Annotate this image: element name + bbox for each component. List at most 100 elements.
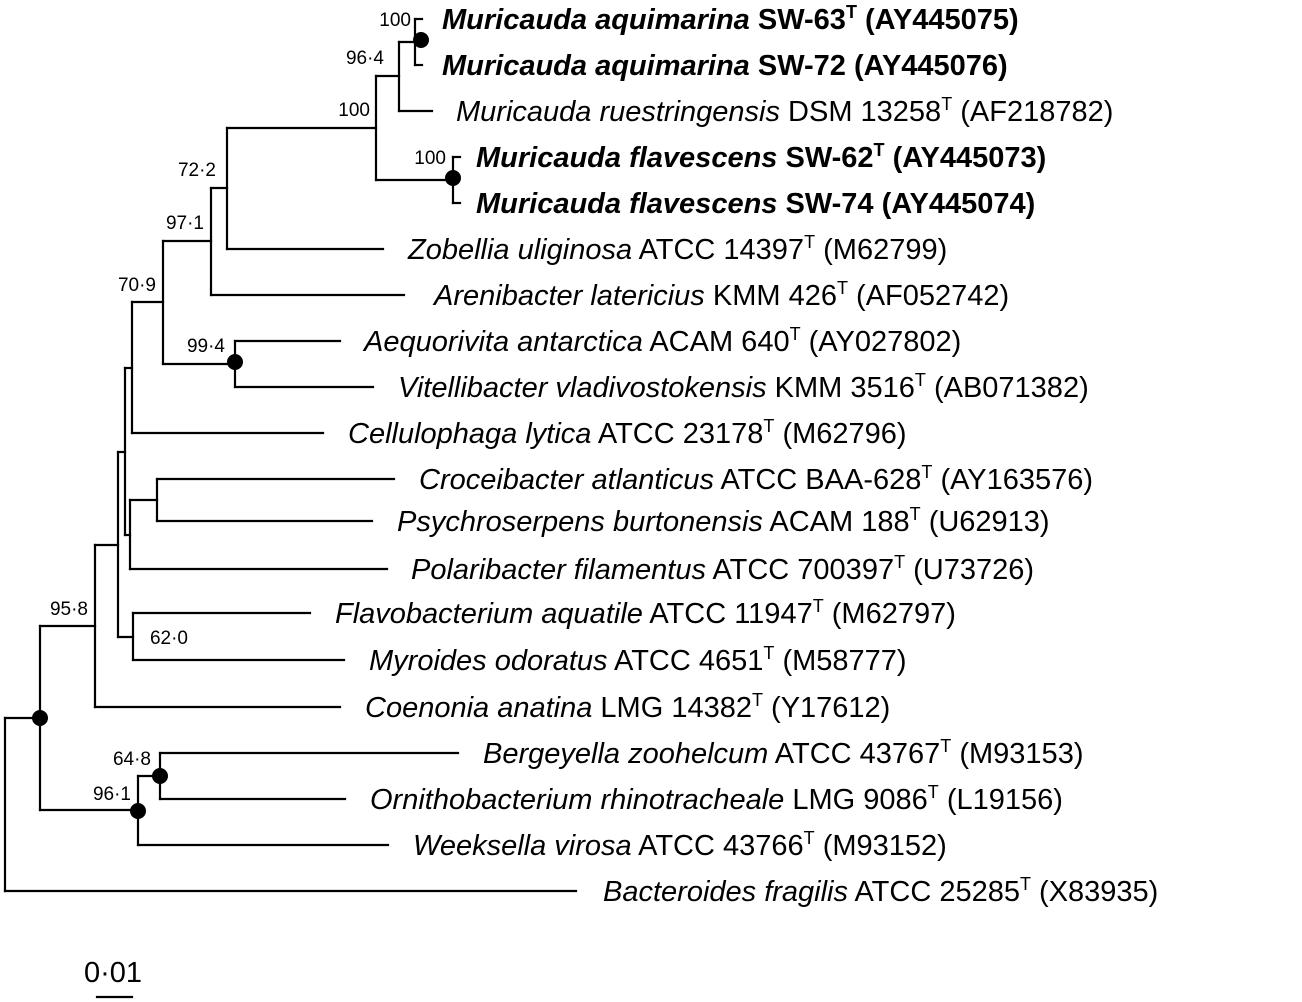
type-strain-mark: T <box>804 828 815 848</box>
strain-id: ATCC 14397 <box>639 234 805 266</box>
accession-number: (AY445074) <box>882 188 1036 220</box>
species-name: Muricauda aquimarina <box>442 4 750 36</box>
species-name: Weeksella virosa <box>413 830 632 862</box>
leaf-label: Aequorivita antarctica ACAM 640T (AY0278… <box>362 324 961 358</box>
strain-id: LMG 9086 <box>792 784 927 816</box>
strain-id: SW-63 <box>758 4 846 36</box>
leaf-label: Muricauda flavescens SW-74 (AY445074) <box>476 188 1035 220</box>
species-name: Zobellia uliginosa <box>407 234 632 266</box>
node-dot <box>413 32 429 48</box>
type-strain-mark: T <box>910 504 921 524</box>
bootstrap-value: 64·8 <box>113 749 151 770</box>
species-name: Muricauda flavescens <box>476 142 777 174</box>
species-name: Myroides odoratus <box>369 645 608 677</box>
accession-number: (M62796) <box>782 418 906 450</box>
accession-number: (AY445075) <box>865 4 1019 36</box>
bootstrap-value: 95·8 <box>50 599 88 620</box>
leaf-label: Muricauda aquimarina SW-72 (AY445076) <box>442 50 1008 82</box>
species-name: Bergeyella zoohelcum <box>483 738 768 770</box>
strain-id: KMM 3516 <box>775 372 915 404</box>
type-strain-mark: T <box>928 782 939 802</box>
type-strain-mark: T <box>790 324 801 344</box>
strain-id: ATCC 11947 <box>649 598 812 630</box>
species-name: Muricauda aquimarina <box>442 50 750 82</box>
bootstrap-value: 96·1 <box>93 784 131 805</box>
type-strain-mark: T <box>915 370 926 390</box>
accession-number: (U62913) <box>929 506 1050 538</box>
leaf-label: Myroides odoratus ATCC 4651T (M58777) <box>369 643 907 677</box>
leaf-label: Coenonia anatina LMG 14382T (Y17612) <box>365 690 890 724</box>
bootstrap-value: 96·4 <box>346 48 384 69</box>
leaf-label: Bacteroides fragilis ATCC 25285T (X83935… <box>603 874 1158 908</box>
species-name: Ornithobacterium rhinotracheale <box>370 784 784 816</box>
strain-id: ATCC BAA-628 <box>720 464 921 496</box>
species-name: Coenonia anatina <box>365 692 592 724</box>
type-strain-mark: T <box>1020 874 1031 894</box>
node-dot <box>152 768 168 784</box>
species-name: Arenibacter latericius <box>432 280 705 312</box>
leaf-label: Arenibacter latericius KMM 426T (AF05274… <box>432 278 1009 312</box>
species-name: Aequorivita antarctica <box>362 326 643 358</box>
accession-number: (AY445073) <box>893 142 1047 174</box>
bootstrap-value: 100 <box>379 10 411 31</box>
species-name: Croceibacter atlanticus <box>419 464 714 496</box>
accession-number: (M62797) <box>832 598 956 630</box>
type-strain-mark: T <box>813 596 824 616</box>
type-strain-mark: T <box>846 2 857 22</box>
type-strain-mark: T <box>837 278 848 298</box>
accession-number: (AY027802) <box>809 326 962 358</box>
leaf-label: Psychroserpens burtonensis ACAM 188T (U6… <box>397 504 1050 538</box>
strain-id: ATCC 25285 <box>854 876 1020 908</box>
leaf-label: Polaribacter filamentus ATCC 700397T (U7… <box>411 552 1034 586</box>
strain-id: SW-72 <box>758 50 846 82</box>
strain-id: ACAM 640 <box>649 326 789 358</box>
species-name: Muricauda flavescens <box>476 188 777 220</box>
strain-id: ATCC 43766 <box>638 830 804 862</box>
type-strain-mark: T <box>940 736 951 756</box>
strain-id: ACAM 188 <box>769 506 909 538</box>
accession-number: (U73726) <box>913 554 1034 586</box>
bootstrap-value: 70·9 <box>118 275 156 296</box>
type-strain-mark: T <box>804 232 815 252</box>
accession-number: (M93153) <box>959 738 1083 770</box>
strain-id: LMG 14382 <box>600 692 752 724</box>
type-strain-mark: T <box>941 94 952 114</box>
bootstrap-value: 99·4 <box>187 336 225 357</box>
leaf-labels: Muricauda aquimarina SW-63T (AY445075) M… <box>335 2 1158 908</box>
bootstrap-value: 100 <box>338 100 370 121</box>
species-name: Muricauda ruestringensis <box>456 96 780 128</box>
accession-number: (M93152) <box>823 830 947 862</box>
accession-number: (M62799) <box>823 234 947 266</box>
strain-id: ATCC 43767 <box>775 738 941 770</box>
bootstrap-value: 72·2 <box>178 160 216 181</box>
species-name: Polaribacter filamentus <box>411 554 706 586</box>
type-strain-mark: T <box>874 140 885 160</box>
accession-number: (AY445076) <box>854 50 1008 82</box>
leaf-label: Ornithobacterium rhinotracheale LMG 9086… <box>370 782 1063 816</box>
leaf-label: Muricauda ruestringensis DSM 13258T (AF2… <box>456 94 1113 128</box>
type-strain-mark: T <box>752 690 763 710</box>
node-dot <box>445 170 461 186</box>
accession-number: (AY163576) <box>940 464 1093 496</box>
strain-id: ATCC 23178 <box>598 418 764 450</box>
accession-number: (AF218782) <box>960 96 1113 128</box>
accession-number: (AB071382) <box>934 372 1089 404</box>
bootstrap-value: 62·0 <box>150 628 188 649</box>
node-dot <box>32 710 48 726</box>
bootstrap-value: 100 <box>414 148 446 169</box>
type-strain-mark: T <box>763 416 774 436</box>
leaf-label: Cellulophaga lytica ATCC 23178T (M62796) <box>348 416 907 450</box>
accession-number: (M58777) <box>782 645 906 677</box>
leaf-label: Croceibacter atlanticus ATCC BAA-628T (A… <box>419 462 1093 496</box>
accession-number: (X83935) <box>1039 876 1158 908</box>
strain-id: ATCC 4651 <box>614 645 763 677</box>
leaf-label: Bergeyella zoohelcum ATCC 43767T (M93153… <box>483 736 1083 770</box>
strain-id: ATCC 700397 <box>712 554 894 586</box>
type-strain-mark: T <box>894 552 905 572</box>
bootstrap-values: 100 96·4 100 100 72·2 97·1 70·9 99·4 62·… <box>50 10 446 805</box>
leaf-label: Weeksella virosa ATCC 43766T (M93152) <box>413 828 947 862</box>
leaf-label: Vitellibacter vladivostokensis KMM 3516T… <box>398 370 1089 404</box>
node-markers <box>32 32 461 819</box>
accession-number: (L19156) <box>947 784 1063 816</box>
